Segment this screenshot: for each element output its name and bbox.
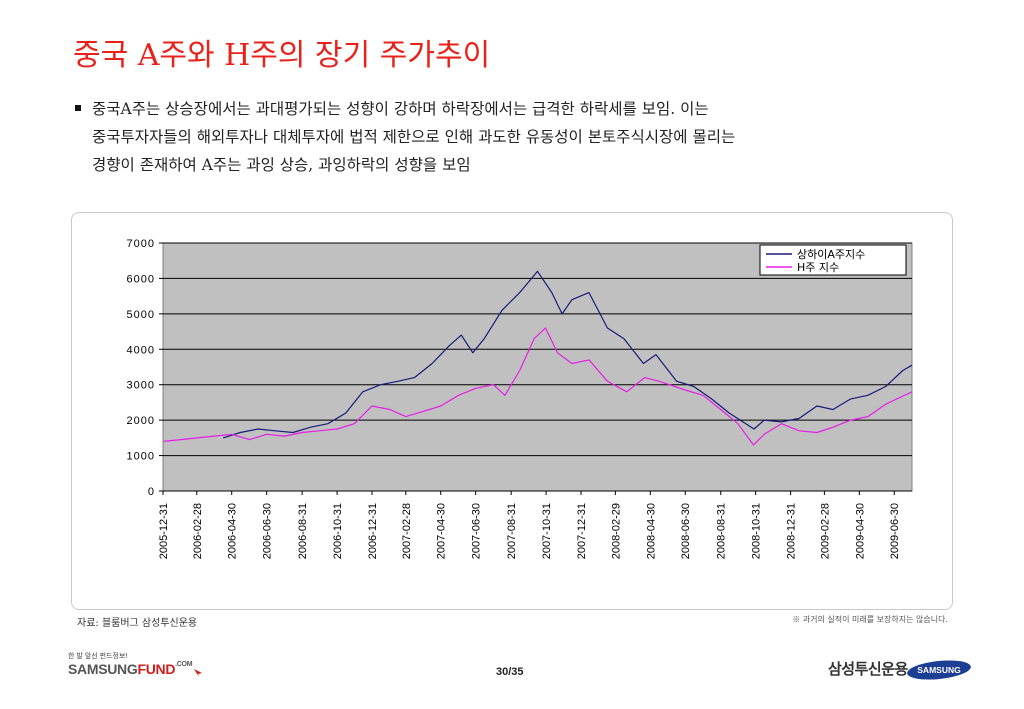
bullet-list: 중국A주는 상승장에서는 과대평가되는 성향이 강하며 하락장에서는 급격한 하… bbox=[73, 95, 953, 179]
line-chart: 0 1000 2000 3000 4000 5000 6000 7000 2005-12-31 2… bbox=[127, 238, 913, 559]
brand-main: SAMSUNG bbox=[68, 661, 138, 677]
footer-slogan: 한 발 앞선 펀드정보! bbox=[68, 653, 128, 660]
page-number: 30/35 bbox=[496, 666, 524, 678]
x-tick-label: 2008-10-31 bbox=[751, 503, 763, 559]
x-tick-label: 2008-12-31 bbox=[786, 503, 798, 559]
samsung-logo: SAMSUNG bbox=[907, 660, 971, 680]
legend-label: 상하이A주지수 bbox=[797, 247, 865, 261]
bullet-square-icon bbox=[75, 105, 81, 111]
y-tick-label: 7000 bbox=[127, 238, 155, 250]
x-tick-label: 2008-04-30 bbox=[645, 503, 657, 559]
y-tick-label: 3000 bbox=[127, 380, 155, 392]
x-tick-label: 2007-04-30 bbox=[436, 503, 448, 559]
footer-brand: SAMSUNGFUND.COM bbox=[68, 661, 203, 678]
x-tick-label: 2008-06-30 bbox=[680, 503, 692, 559]
x-tick-label: 2008-02-29 bbox=[610, 503, 622, 559]
company-name: 삼성투신운용 bbox=[828, 660, 908, 678]
bullet-line-1: 중국A주는 상승장에서는 과대평가되는 성향이 강하며 하락장에서는 급격한 하… bbox=[92, 100, 709, 118]
series-line-h-share bbox=[163, 327, 913, 446]
legend-label: H주 지수 bbox=[797, 261, 839, 274]
y-tick-label: 1000 bbox=[127, 451, 155, 463]
samsungfund-logo[interactable]: 한 발 앞선 펀드정보! SAMSUNGFUND.COM bbox=[68, 651, 203, 678]
x-tick-label: 2008-08-31 bbox=[716, 503, 728, 559]
x-tick-label: 2006-12-31 bbox=[367, 503, 379, 559]
x-tick-label: 2006-04-30 bbox=[227, 503, 239, 559]
x-tick-label: 2006-06-30 bbox=[262, 503, 274, 559]
x-tick-label: 2007-08-31 bbox=[506, 503, 518, 559]
brand-com: .COM bbox=[175, 661, 193, 668]
y-tick-label: 4000 bbox=[127, 344, 155, 356]
x-tick-label: 2009-04-30 bbox=[854, 503, 866, 559]
bullet-line-3: 경향이 존재하여 A주는 과잉 상승, 과잉하락의 성향을 보임 bbox=[92, 156, 471, 174]
x-tick-label: 2006-10-31 bbox=[332, 503, 344, 559]
disclaimer-note: ※ 과거의 실적이 미래를 보장하지는 않습니다. bbox=[792, 615, 948, 624]
cursor-arrow-icon bbox=[194, 669, 203, 677]
page-title: 중국 A주와 H주의 장기 주가추이 bbox=[73, 38, 491, 73]
series-line-a-share bbox=[222, 270, 913, 439]
bullet-line-2: 중국투자자들의 해외투자나 대체투자에 법적 제한으로 인해 과도한 유동성이 … bbox=[92, 128, 736, 146]
x-tick-label: 2007-02-28 bbox=[401, 503, 413, 559]
x-tick-label: 2009-02-28 bbox=[819, 503, 831, 559]
x-tick-label: 2006-02-28 bbox=[192, 503, 204, 559]
chart-panel: 0 1000 2000 3000 4000 5000 6000 7000 2005-12-31 2… bbox=[71, 212, 953, 610]
brand-fund: FUND bbox=[137, 661, 176, 677]
x-tick-label: 2005-12-31 bbox=[158, 503, 170, 559]
bullet-item: 중국A주는 상승장에서는 과대평가되는 성향이 강하며 하락장에서는 급격한 하… bbox=[73, 95, 953, 179]
y-tick-label: 5000 bbox=[127, 309, 155, 321]
y-tick-label: 6000 bbox=[127, 273, 155, 285]
legend-box bbox=[759, 244, 907, 276]
source-note: 자료: 블룸버그 삼성투신운용 bbox=[77, 618, 198, 629]
x-tick-label: 2007-12-31 bbox=[576, 503, 588, 559]
samsung-logo-text: SAMSUNG bbox=[917, 665, 961, 675]
plot-area bbox=[162, 242, 913, 492]
x-tick-label: 2007-10-31 bbox=[541, 503, 553, 559]
x-tick-label: 2006-08-31 bbox=[297, 503, 309, 559]
x-tick-label: 2009-06-30 bbox=[889, 503, 901, 559]
y-tick-label: 2000 bbox=[127, 415, 155, 427]
y-tick-label: 0 bbox=[148, 486, 155, 498]
x-tick-label: 2007-06-30 bbox=[471, 503, 483, 559]
